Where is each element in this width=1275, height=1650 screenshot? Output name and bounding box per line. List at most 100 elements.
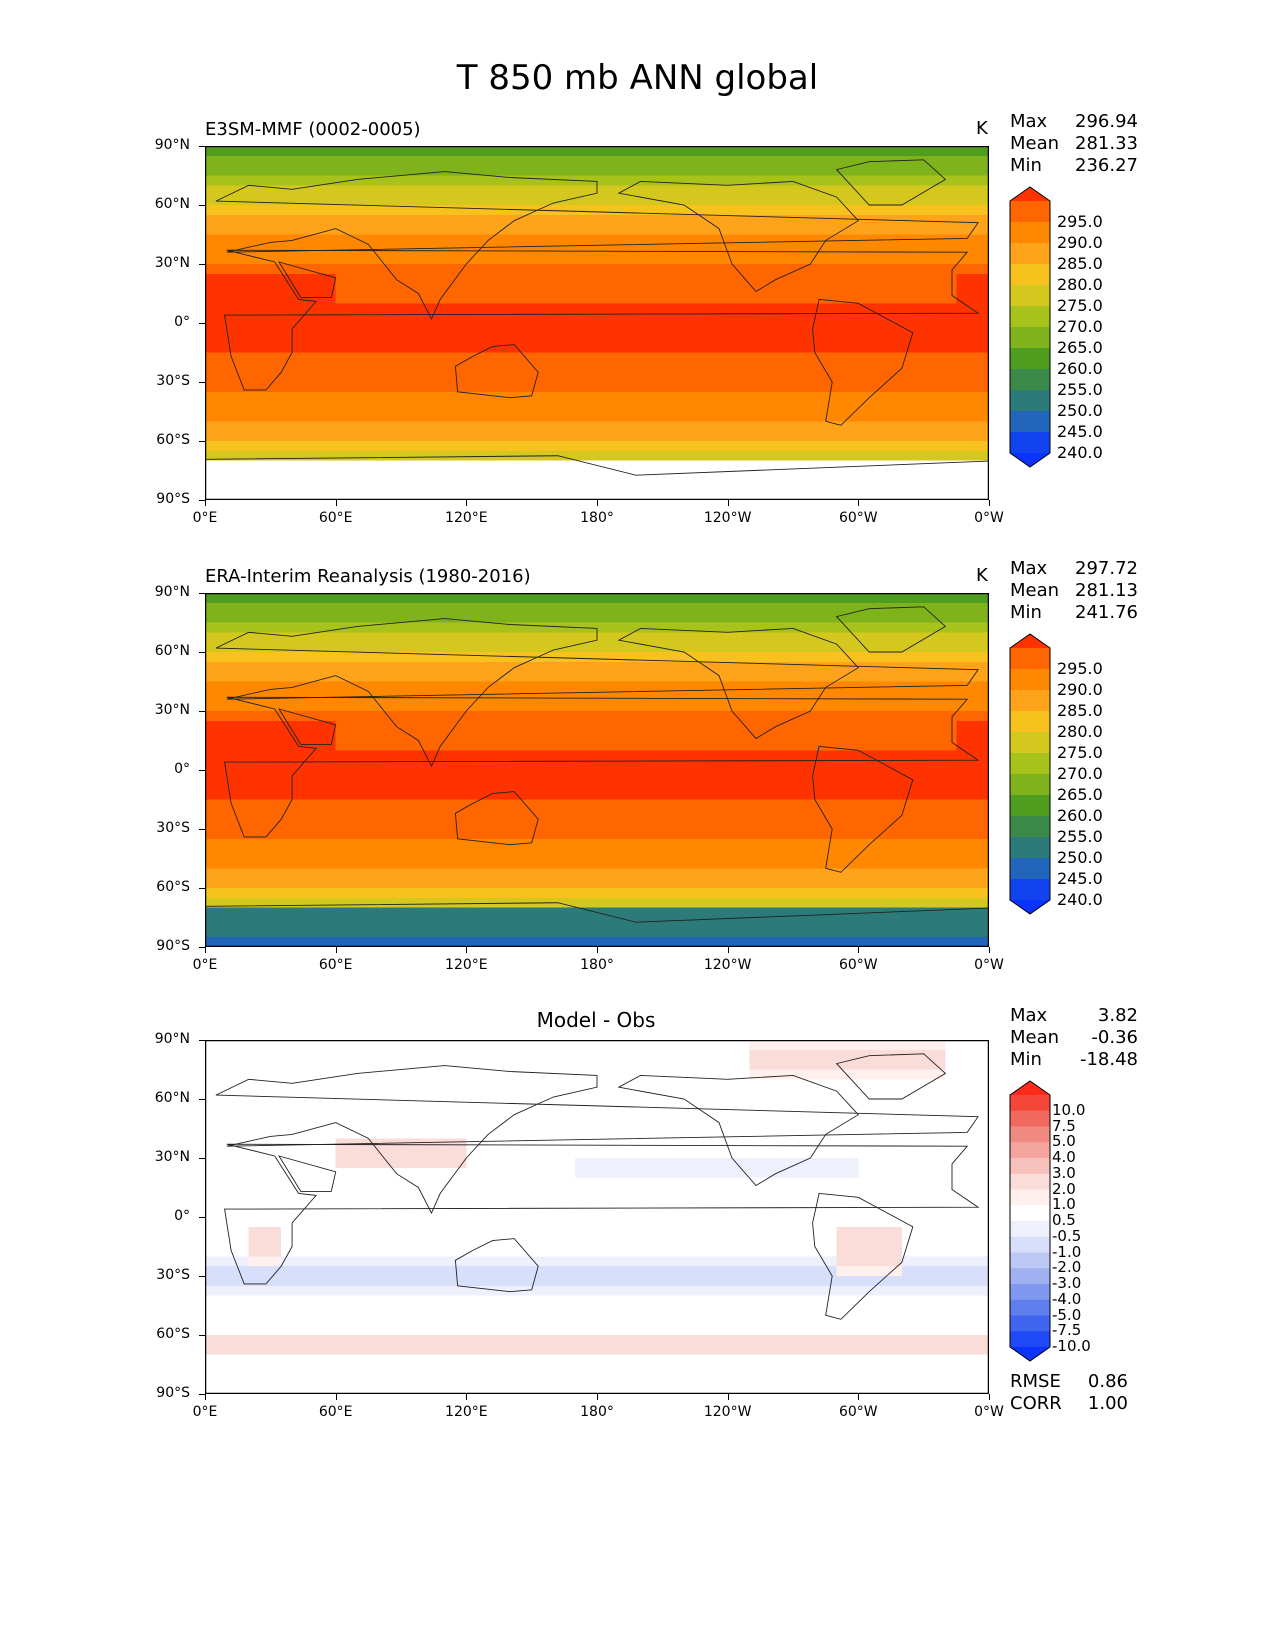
field-cell bbox=[651, 234, 663, 245]
field-cell bbox=[422, 740, 435, 751]
field-cell bbox=[880, 819, 892, 830]
field-cell bbox=[825, 789, 838, 801]
field-cell bbox=[379, 652, 391, 663]
field-cell bbox=[575, 234, 587, 245]
field-cell bbox=[782, 652, 794, 663]
field-cell bbox=[597, 612, 609, 624]
field-cell bbox=[509, 224, 522, 236]
field-cell bbox=[858, 838, 870, 850]
field-cell bbox=[782, 185, 794, 196]
field-cell bbox=[967, 352, 979, 363]
field-cell bbox=[292, 701, 304, 712]
field-cell bbox=[303, 460, 315, 472]
field-cell bbox=[303, 691, 315, 702]
field-cell bbox=[716, 740, 729, 751]
field-cell bbox=[205, 352, 217, 363]
field-cell bbox=[651, 391, 663, 403]
field-cell bbox=[270, 602, 282, 614]
field-cell bbox=[978, 799, 989, 810]
field-cell bbox=[346, 214, 359, 226]
field-cell bbox=[281, 323, 293, 334]
field-cell bbox=[771, 858, 783, 869]
field-cell bbox=[912, 730, 925, 742]
field-cell bbox=[455, 185, 467, 196]
field-cell bbox=[793, 691, 805, 702]
field-cell bbox=[597, 214, 609, 226]
field-cell bbox=[324, 868, 337, 879]
field-cell bbox=[401, 214, 413, 226]
field-cell bbox=[259, 234, 271, 245]
field-cell bbox=[215, 691, 228, 702]
field-cell bbox=[226, 470, 239, 481]
field-cell bbox=[923, 897, 936, 909]
field-cell bbox=[586, 622, 598, 633]
field-cell bbox=[858, 264, 870, 275]
field-cell bbox=[488, 234, 500, 245]
field-cell bbox=[923, 342, 936, 354]
field-cell bbox=[825, 323, 838, 334]
field-cell bbox=[520, 342, 533, 354]
field-cell bbox=[281, 303, 293, 314]
field-cell bbox=[313, 332, 326, 344]
field-cell bbox=[825, 612, 838, 624]
field-cell bbox=[390, 480, 402, 491]
field-cell bbox=[499, 372, 511, 383]
field-cell bbox=[270, 195, 282, 206]
field-cell bbox=[705, 681, 718, 692]
field-cell bbox=[803, 652, 816, 663]
field-cell bbox=[956, 681, 968, 692]
stats-label: Mean bbox=[1010, 133, 1060, 154]
field-cell bbox=[226, 391, 239, 403]
field-cell bbox=[368, 283, 380, 295]
field-cell bbox=[934, 323, 947, 334]
field-cell bbox=[597, 313, 609, 324]
field-cell bbox=[640, 205, 653, 216]
field-cell bbox=[847, 362, 859, 373]
field-cell bbox=[771, 264, 783, 275]
field-cell bbox=[531, 401, 544, 413]
field-cell bbox=[313, 809, 326, 820]
field-cell bbox=[346, 342, 359, 354]
field-cell bbox=[335, 701, 348, 712]
field-cell bbox=[499, 244, 511, 255]
field-cell bbox=[270, 352, 282, 363]
field-cell bbox=[869, 195, 881, 206]
field-cell bbox=[237, 858, 250, 869]
field-cell bbox=[771, 691, 783, 702]
field-cell bbox=[379, 401, 391, 413]
field-cell bbox=[292, 799, 304, 810]
field-cell bbox=[488, 480, 500, 491]
field-cell bbox=[313, 391, 326, 403]
field-cell bbox=[346, 888, 359, 899]
field-cell bbox=[727, 185, 740, 196]
field-cell bbox=[901, 352, 914, 363]
field-cell bbox=[292, 848, 304, 860]
field-cell bbox=[379, 224, 391, 236]
field-cell bbox=[814, 691, 827, 702]
stats-label: Min bbox=[1010, 155, 1042, 176]
field-cell bbox=[695, 671, 707, 683]
field-cell bbox=[401, 234, 413, 245]
field-cell bbox=[880, 720, 892, 732]
field-cell bbox=[346, 632, 359, 643]
field-cell bbox=[499, 283, 511, 295]
field-cell bbox=[618, 450, 631, 462]
field-cell bbox=[455, 848, 467, 860]
colorbar bbox=[1009, 186, 1051, 468]
field-cell bbox=[444, 313, 457, 324]
field-cell bbox=[793, 254, 805, 265]
field-cell bbox=[825, 391, 838, 403]
field-cell bbox=[390, 897, 402, 909]
field-cell bbox=[771, 323, 783, 334]
field-cell bbox=[488, 701, 500, 712]
field-cell bbox=[346, 878, 359, 889]
field-cell bbox=[803, 779, 816, 791]
field-cell bbox=[945, 750, 957, 761]
field-cell bbox=[205, 593, 217, 604]
field-cell bbox=[847, 819, 859, 830]
field-cell bbox=[422, 254, 435, 265]
field-cell bbox=[880, 450, 892, 462]
field-cell bbox=[760, 224, 772, 236]
field-cell bbox=[814, 819, 827, 830]
field-cell bbox=[923, 612, 936, 624]
